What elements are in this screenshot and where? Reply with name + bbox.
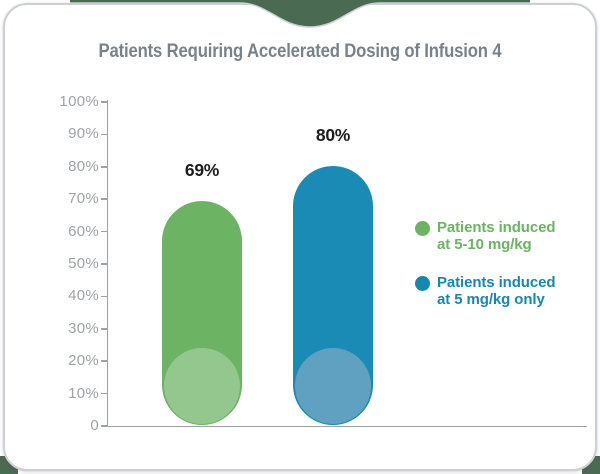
- bar-bottom-bubble: [295, 347, 371, 424]
- bar-bottom-bubble: [164, 347, 240, 424]
- y-axis-tick-label: 60%: [68, 222, 99, 240]
- legend-item: Patients induced at 5 mg/kg only: [415, 274, 556, 308]
- y-axis-tick-label: 30%: [68, 319, 99, 337]
- bar-value-label: 69%: [184, 160, 220, 181]
- bar-value-label: 80%: [315, 124, 351, 145]
- y-axis-tick-label: 0: [90, 417, 99, 434]
- y-axis-tick-mark: [101, 425, 108, 427]
- y-axis-tick-label: 90%: [68, 125, 99, 143]
- y-axis-tick-mark: [101, 166, 108, 168]
- legend-dot-icon: [415, 276, 430, 291]
- chart-title: Patients Requiring Accelerated Dosing of…: [98, 41, 502, 62]
- y-axis-tick-mark: [101, 295, 108, 298]
- y-axis-tick-label: 50%: [68, 255, 99, 272]
- bar-chart: 100% 90% 80% 70% 60% 50% 40% 30% 20% 10% 0 69% 80% …: [5, 5, 595, 469]
- y-axis-tick-label: 10%: [68, 384, 99, 402]
- legend-label: Patients induced at 5-10 mg/kg: [437, 219, 556, 253]
- legend-label: Patients induced at 5 mg/kg only: [437, 274, 556, 308]
- y-axis-tick-label: 70%: [68, 190, 99, 208]
- y-axis-tick-mark: [101, 101, 108, 103]
- y-axis-tick-label: 40%: [68, 287, 99, 305]
- legend-item: Patients induced at 5-10 mg/kg: [415, 219, 556, 253]
- y-axis-tick-mark: [101, 392, 108, 395]
- y-axis-tick-label: 20%: [68, 352, 99, 370]
- y-axis-tick-mark: [101, 198, 108, 200]
- y-axis-tick-mark: [101, 263, 108, 265]
- y-axis-tick-mark: [101, 360, 108, 362]
- top-notch-decoration: [70, 0, 530, 28]
- y-axis-tick-mark: [101, 230, 108, 233]
- x-axis-line: [108, 425, 587, 427]
- y-axis-tick-mark: [101, 328, 108, 330]
- bar-green: [162, 201, 242, 425]
- bar-blue: [293, 165, 373, 425]
- chart-legend: Patients induced at 5-10 mg/kg Patients in…: [415, 219, 556, 330]
- y-axis-tick-label: 80%: [68, 157, 99, 175]
- chart-card: Patients Requiring Accelerated Dosing of…: [3, 3, 597, 471]
- y-axis-tick-label: 100%: [59, 93, 99, 110]
- y-axis-tick-mark: [101, 133, 108, 136]
- legend-dot-icon: [415, 221, 430, 236]
